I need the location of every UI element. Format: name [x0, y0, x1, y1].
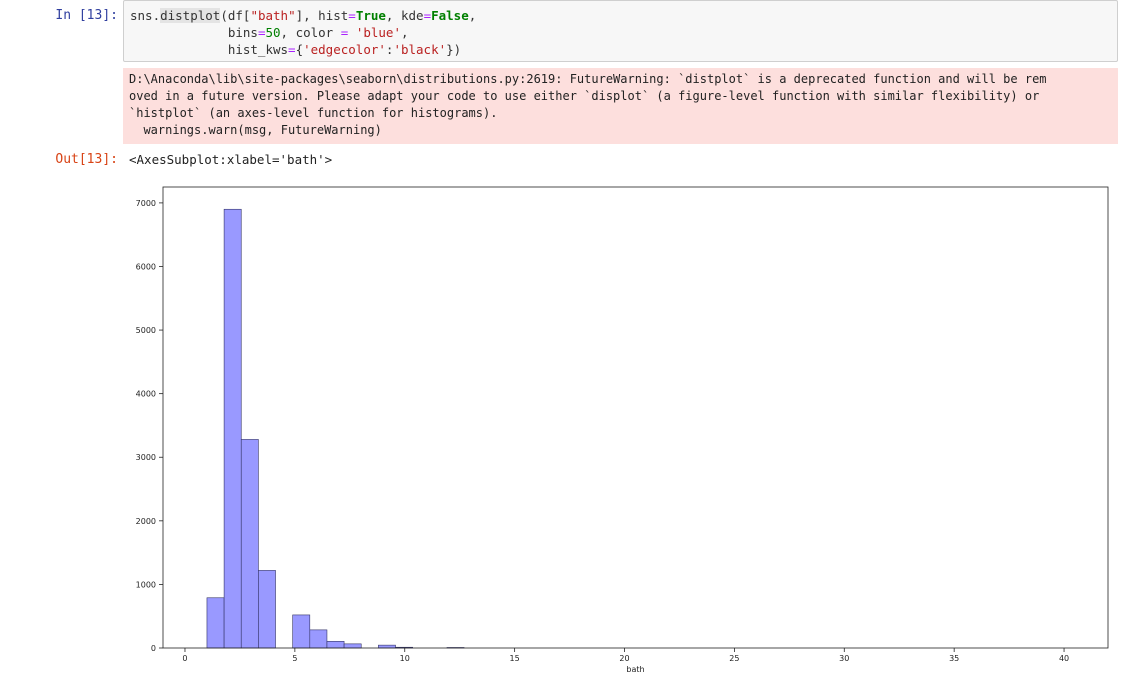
histogram-bar — [309, 629, 328, 649]
x-tick-label: 35 — [949, 654, 959, 663]
y-tick-label: 0 — [151, 644, 156, 653]
code-token: 'blue' — [355, 25, 401, 40]
histogram-chart: 0 5 10 15 20 25 30 35 40 0 1000 2000 3000 4000 5000 60… — [136, 186, 1109, 674]
code-token: bins — [130, 25, 258, 40]
code-token: , — [400, 25, 409, 40]
x-tick-label: 40 — [1059, 654, 1069, 663]
output-prompt: Out[13]: — [55, 152, 118, 167]
histogram-bar — [258, 570, 276, 649]
code-token: = — [340, 25, 349, 40]
input-prompt: In [13]: — [55, 8, 118, 23]
code-editor[interactable]: sns.distplot(df["bath"], hist=True, kde=… — [130, 7, 476, 58]
code-token: , — [468, 8, 477, 23]
code-token: = — [348, 8, 356, 23]
code-token: : — [385, 42, 394, 57]
code-token: False — [431, 8, 469, 23]
code-token: }) — [446, 42, 462, 57]
code-token: = — [423, 8, 432, 23]
code-token: "bath" — [250, 8, 296, 23]
x-axis-label: bath — [626, 665, 644, 674]
x-tick-label: 15 — [510, 654, 520, 663]
x-tick-label: 0 — [182, 654, 187, 663]
histogram-bar — [343, 643, 362, 649]
code-token: = — [288, 42, 296, 57]
plot-frame — [162, 186, 1109, 649]
output-text: <AxesSubplot:xlabel='bath'> — [129, 152, 333, 167]
x-tick-label: 20 — [619, 654, 629, 663]
stderr-text: D:\Anaconda\lib\site-packages\seaborn\di… — [129, 72, 1047, 137]
histogram-bar — [240, 439, 259, 649]
code-token: = — [257, 25, 266, 40]
histogram-bar — [378, 644, 396, 649]
code-token: (df[ — [220, 8, 251, 23]
y-tick-label: 2000 — [136, 517, 156, 526]
y-tick-label: 5000 — [136, 326, 156, 335]
y-tick-label: 7000 — [136, 199, 156, 208]
y-tick-label: 3000 — [136, 453, 156, 462]
histogram-bar — [326, 641, 345, 649]
x-tick-label: 10 — [400, 654, 410, 663]
code-token: 'edgecolor' — [303, 42, 386, 57]
code-token: ], hist — [295, 8, 349, 23]
code-token: { — [295, 42, 304, 57]
code-token: 'black' — [393, 42, 447, 57]
code-token: True — [355, 8, 386, 23]
histogram-bar — [292, 614, 311, 649]
code-input-area[interactable]: sns.distplot(df["bath"], hist=True, kde=… — [123, 0, 1118, 62]
x-tick-label: 25 — [729, 654, 739, 663]
x-tick-label: 30 — [839, 654, 849, 663]
x-tick-label: 5 — [292, 654, 297, 663]
y-tick-label: 4000 — [136, 390, 156, 399]
histogram-bar — [206, 597, 225, 649]
code-token: , color — [280, 25, 341, 40]
code-token: distplot — [160, 8, 221, 23]
y-tick-label: 1000 — [136, 580, 156, 589]
code-token: hist_kws — [130, 42, 289, 57]
code-token: , kde — [385, 8, 424, 23]
code-token: sns. — [130, 8, 161, 23]
code-token — [348, 25, 356, 40]
code-token: 50 — [265, 25, 281, 40]
stderr-output: D:\Anaconda\lib\site-packages\seaborn\di… — [123, 68, 1118, 144]
histogram-bar — [223, 208, 242, 649]
y-tick-label: 6000 — [136, 262, 156, 271]
